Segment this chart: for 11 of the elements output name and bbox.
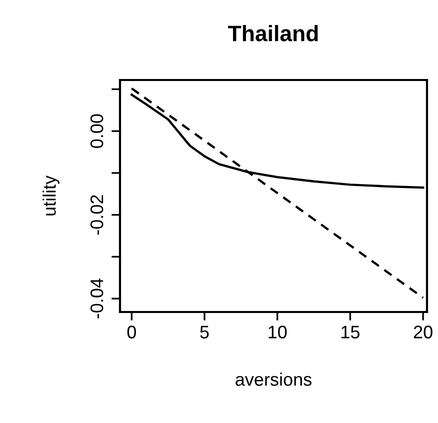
y-tick-label: -0.04 [90,278,104,318]
y-tick-label: 0.00 [90,114,104,148]
x-tick-label: 10 [268,326,287,338]
chart-title: Thailand [228,25,318,42]
x-tick-label: 20 [414,326,432,338]
x-tick-label: 15 [342,326,360,338]
x-tick-label: 5 [200,326,209,338]
y-axis-title: utility [42,175,60,216]
y-tick-label: -0.02 [90,195,104,235]
x-tick-label: 0 [127,326,136,338]
x-axis-title: aversions [236,372,312,386]
